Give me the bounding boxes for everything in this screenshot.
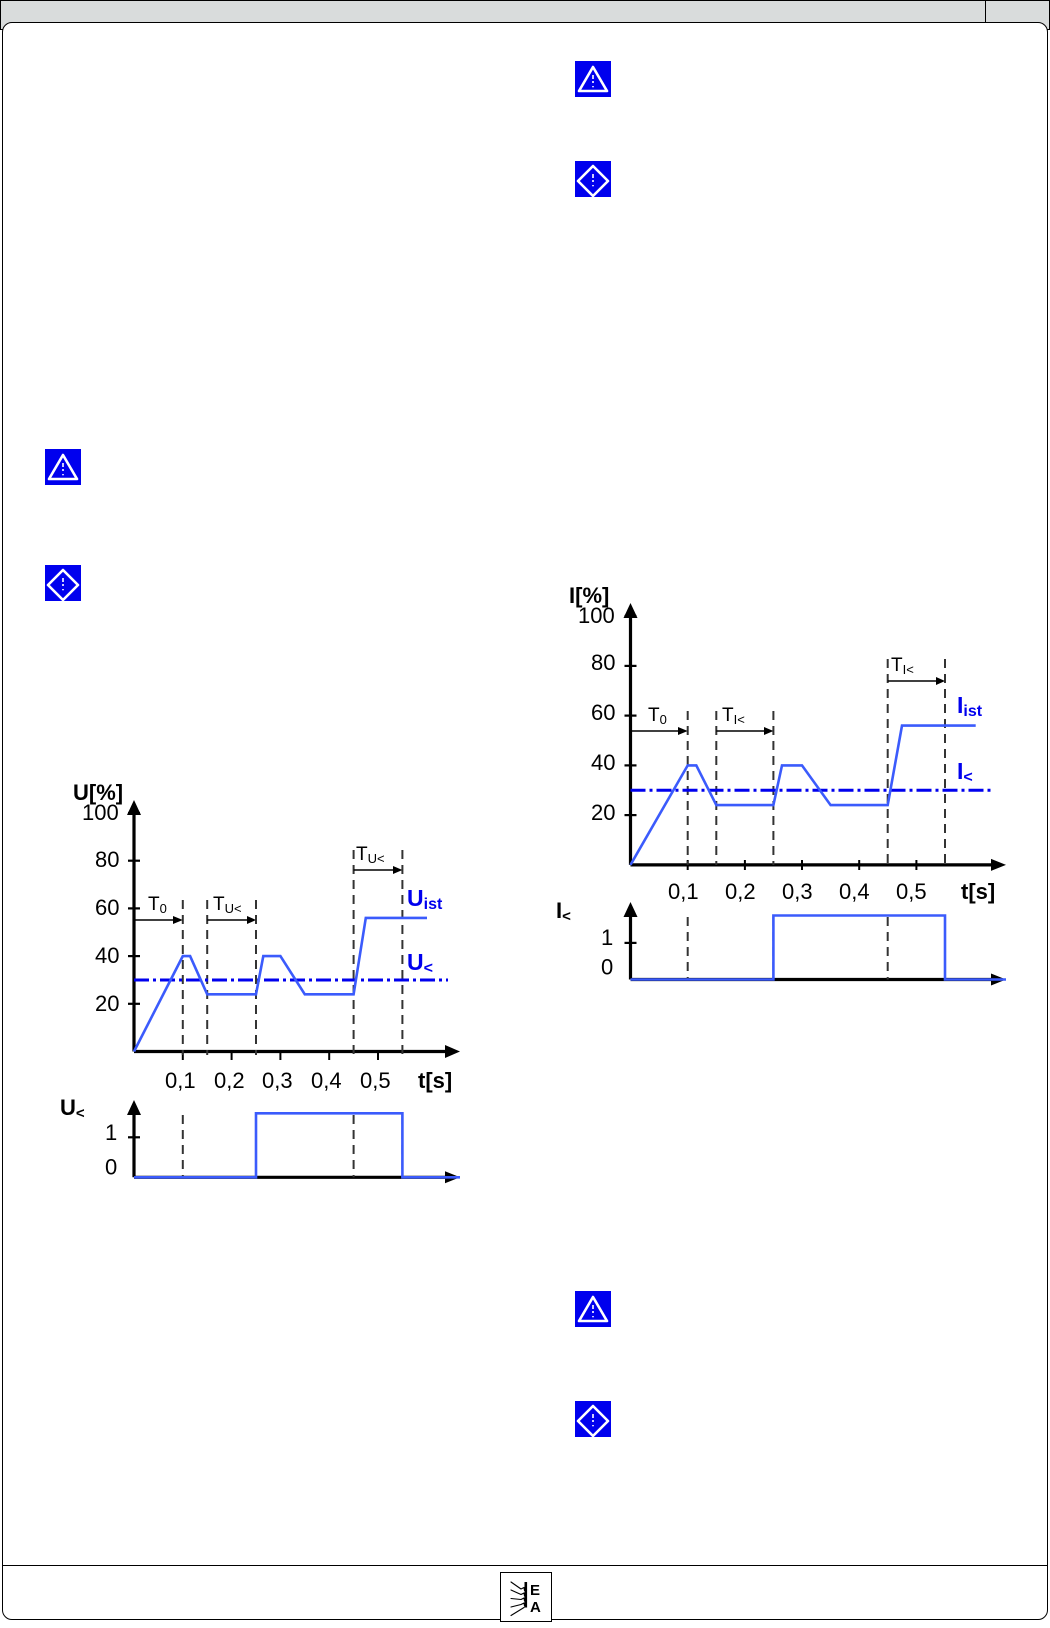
svg-text:20: 20 [591, 800, 615, 825]
svg-text:I<: I< [957, 758, 973, 786]
svg-text:40: 40 [95, 943, 119, 968]
svg-text:T0: T0 [148, 894, 167, 916]
svg-text:E: E [530, 1582, 540, 1599]
svg-text:0: 0 [601, 955, 613, 980]
svg-text:100: 100 [82, 800, 119, 825]
svg-text:I<: I< [556, 898, 571, 925]
svg-text:40: 40 [591, 750, 615, 775]
svg-text:80: 80 [591, 650, 615, 675]
svg-text:TU<: TU< [213, 894, 242, 916]
svg-text:1: 1 [105, 1120, 117, 1145]
svg-text:60: 60 [95, 895, 119, 920]
svg-text:Iist: Iist [957, 692, 983, 720]
svg-text:0: 0 [105, 1155, 117, 1180]
svg-text:T0: T0 [648, 705, 667, 727]
svg-text:100: 100 [578, 603, 615, 628]
svg-text:Uist: Uist [407, 885, 443, 913]
svg-text:80: 80 [95, 847, 119, 872]
svg-text:A: A [530, 1599, 541, 1616]
svg-text:U<: U< [60, 1095, 85, 1122]
svg-text:U<: U< [407, 949, 433, 977]
svg-text:1: 1 [601, 925, 613, 950]
svg-text:TI<: TI< [891, 655, 914, 677]
svg-text:20: 20 [95, 991, 119, 1016]
svg-text:TI<: TI< [722, 705, 745, 727]
svg-text:60: 60 [591, 700, 615, 725]
svg-text:TU<: TU< [356, 844, 385, 866]
